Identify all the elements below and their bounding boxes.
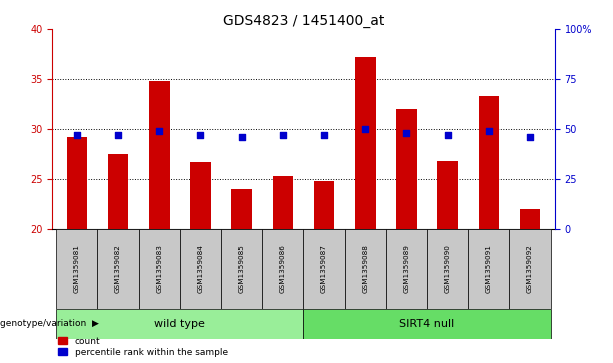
Bar [190, 162, 211, 229]
Point [237, 134, 246, 140]
Text: GSM1359084: GSM1359084 [197, 244, 204, 293]
Bar [149, 81, 170, 229]
Bar [139, 229, 180, 309]
Point [113, 132, 123, 138]
Bar [427, 229, 468, 309]
Bar [520, 209, 540, 229]
Text: GSM1359088: GSM1359088 [362, 244, 368, 293]
Point [278, 132, 287, 138]
Text: GSM1359092: GSM1359092 [527, 244, 533, 293]
Text: GSM1359081: GSM1359081 [74, 244, 80, 293]
Point [72, 132, 82, 138]
Text: GSM1359089: GSM1359089 [403, 244, 409, 293]
Bar [303, 229, 345, 309]
Bar [97, 229, 139, 309]
Bar [303, 309, 550, 339]
Bar [231, 189, 252, 229]
Bar [56, 229, 97, 309]
Text: GSM1359086: GSM1359086 [280, 244, 286, 293]
Bar [108, 154, 128, 229]
Title: GDS4823 / 1451400_at: GDS4823 / 1451400_at [223, 14, 384, 28]
Text: GSM1359090: GSM1359090 [444, 244, 451, 293]
Point [443, 132, 452, 138]
Text: genotype/variation  ▶: genotype/variation ▶ [0, 319, 99, 329]
Bar [509, 229, 550, 309]
Text: GSM1359082: GSM1359082 [115, 244, 121, 293]
Bar [355, 57, 376, 229]
Point [402, 130, 411, 136]
Bar [56, 309, 303, 339]
Bar [262, 229, 303, 309]
Bar [221, 229, 262, 309]
Text: GSM1359083: GSM1359083 [156, 244, 162, 293]
Text: GSM1359085: GSM1359085 [238, 244, 245, 293]
Bar [180, 229, 221, 309]
Legend: count, percentile rank within the sample: count, percentile rank within the sample [56, 335, 230, 359]
Bar [67, 137, 87, 229]
Point [525, 134, 535, 140]
Point [196, 132, 205, 138]
Bar [345, 229, 386, 309]
Text: GSM1359091: GSM1359091 [486, 244, 492, 293]
Bar [479, 96, 499, 229]
Bar [437, 161, 458, 229]
Bar [468, 229, 509, 309]
Bar [314, 181, 334, 229]
Point [319, 132, 329, 138]
Point [360, 126, 370, 132]
Point [484, 128, 493, 134]
Point [154, 128, 164, 134]
Text: GSM1359087: GSM1359087 [321, 244, 327, 293]
Text: SIRT4 null: SIRT4 null [400, 319, 455, 329]
Text: wild type: wild type [154, 319, 205, 329]
Bar [396, 109, 417, 229]
Bar [273, 176, 293, 229]
Bar [386, 229, 427, 309]
